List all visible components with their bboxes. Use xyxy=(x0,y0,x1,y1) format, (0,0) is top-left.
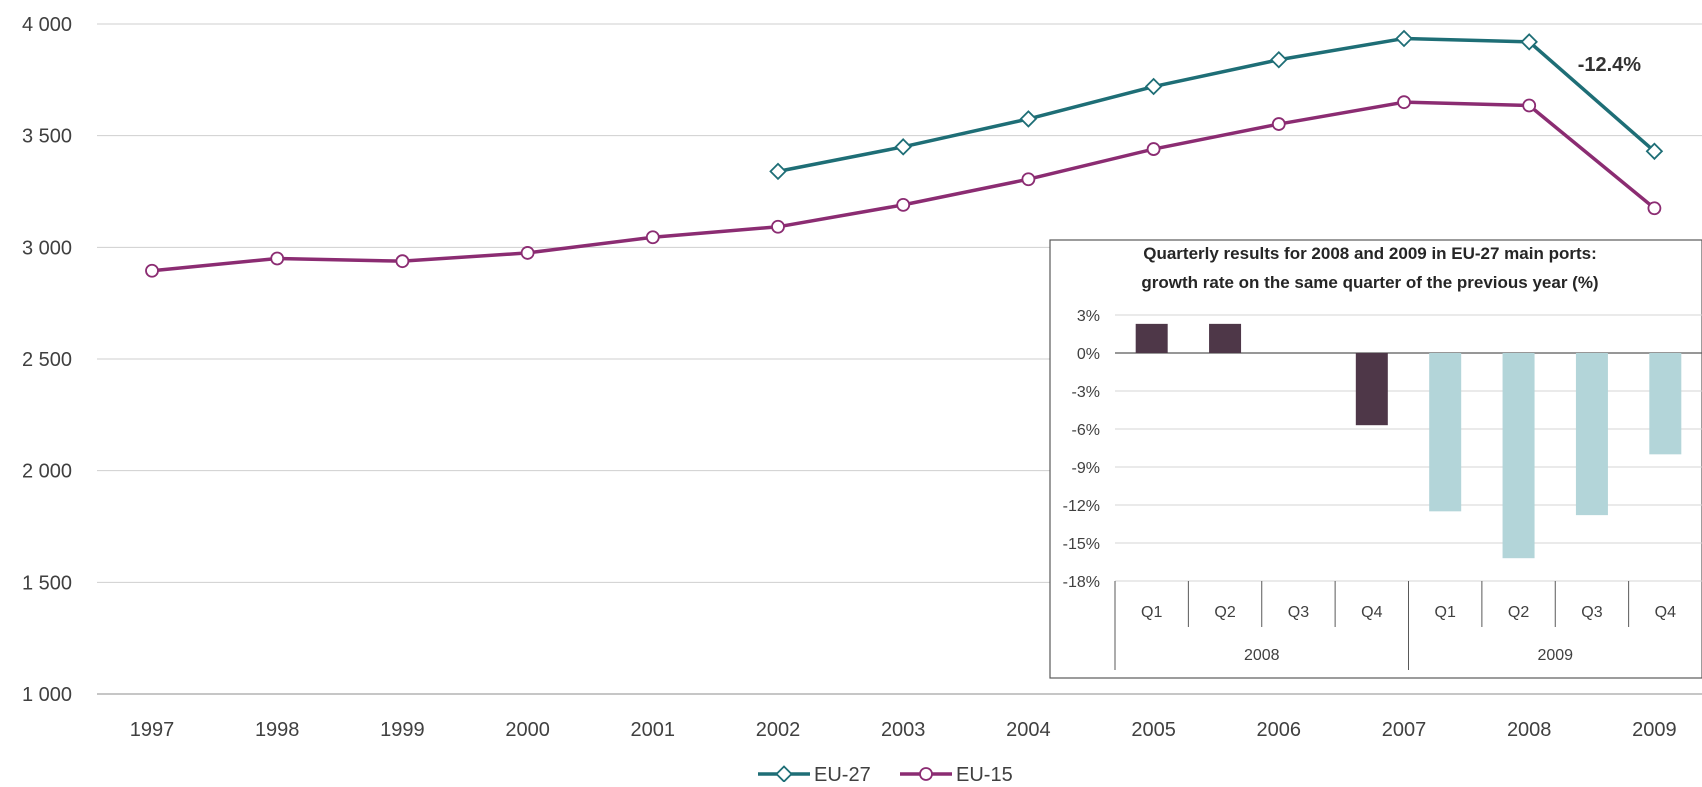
inset-title-line-2: growth rate on the same quarter of the p… xyxy=(1141,273,1598,292)
y-tick-label: 3 000 xyxy=(22,237,72,259)
data-point-eu-15 xyxy=(645,230,660,245)
inset-x-tick-label: Q4 xyxy=(1655,604,1676,621)
legend: EU-27 EU-15 xyxy=(758,764,1013,786)
legend-label-eu-27: EU-27 xyxy=(814,764,871,782)
inset-y-tick-label: -6% xyxy=(1072,422,1100,439)
inset-x-tick-label: Q3 xyxy=(1288,604,1309,621)
x-tick-label: 1999 xyxy=(380,719,425,741)
x-tick-label: 2000 xyxy=(505,719,550,741)
main-x-tick-labels: 1997 1998 1999 2000 2001 2002 2003 2004 2005 2006… xyxy=(130,719,1677,741)
data-point-eu-15 xyxy=(395,254,410,269)
legend-label-eu-15: EU-15 xyxy=(956,764,1013,782)
annotation-label: -12.4% xyxy=(1578,54,1642,76)
x-tick-label: 2007 xyxy=(1382,719,1427,741)
inset-x-tick-label: Q2 xyxy=(1508,604,1529,621)
inset-bar xyxy=(1135,323,1168,353)
data-point-eu-27 xyxy=(1645,142,1664,161)
y-tick-label: 3 500 xyxy=(22,126,72,148)
data-point-eu-15 xyxy=(896,197,911,212)
inset-x-tick-label: Q4 xyxy=(1361,604,1382,621)
data-point-eu-27 xyxy=(769,162,787,181)
inset-x-tick-label: Q3 xyxy=(1581,604,1602,621)
inset-y-tick-label: -9% xyxy=(1072,460,1100,477)
main-gridlines xyxy=(97,23,1702,695)
y-tick-label: 4 000 xyxy=(22,14,72,36)
x-tick-label: 2005 xyxy=(1131,719,1176,741)
x-tick-label: 2008 xyxy=(1507,719,1552,741)
inset-x-tick-label: Q1 xyxy=(1435,604,1456,621)
data-point-eu-27 xyxy=(894,138,912,156)
inset-y-tick-label: -18% xyxy=(1063,574,1100,591)
inset-group-label: 2009 xyxy=(1537,647,1573,664)
data-point-eu-15 xyxy=(1271,117,1286,131)
inset-x-tick-label: Q1 xyxy=(1141,604,1162,621)
data-point-eu-27 xyxy=(1520,33,1538,51)
inset-y-tick-label: -3% xyxy=(1072,384,1100,401)
data-point-eu-15 xyxy=(1146,142,1161,156)
data-point-eu-15 xyxy=(1647,201,1662,216)
data-point-eu-15 xyxy=(1397,95,1411,110)
x-tick-label: 2001 xyxy=(631,719,676,741)
data-point-eu-15 xyxy=(1522,98,1537,113)
data-point-eu-15 xyxy=(145,263,159,278)
inset-x-axis: Q1 Q2 Q3 Q4 Q1 Q2 Q3 Q4 2008 2009 xyxy=(1114,581,1676,670)
main-y-tick-labels: 1 000 1 500 2 000 2 500 3 000 3 500 4 000 xyxy=(22,14,72,706)
data-point-eu-27 xyxy=(1270,50,1288,69)
x-tick-label: 2006 xyxy=(1257,719,1302,741)
data-point-eu-27 xyxy=(1019,110,1038,128)
data-point-eu-15 xyxy=(520,246,535,260)
y-tick-label: 2 500 xyxy=(22,349,72,371)
x-tick-label: 2003 xyxy=(881,719,926,741)
data-point-eu-27 xyxy=(1395,29,1413,48)
inset-y-tick-label: 0% xyxy=(1077,346,1100,363)
x-tick-label: 2002 xyxy=(756,719,801,741)
inset-y-tick-label: 3% xyxy=(1077,308,1100,325)
inset-bar xyxy=(1209,323,1242,353)
data-point-eu-27 xyxy=(1144,77,1163,96)
inset-y-tick-label: -15% xyxy=(1063,536,1100,553)
data-point-eu-15 xyxy=(771,219,785,234)
inset-y-tick-labels: 3% 0% -3% -6% -9% -12% -15% -18% xyxy=(1063,308,1100,591)
inset-bar xyxy=(1649,353,1682,455)
inset-bar xyxy=(1355,353,1388,426)
inset-bars xyxy=(1135,323,1682,559)
x-tick-label: 1997 xyxy=(130,719,175,741)
x-tick-label: 1998 xyxy=(255,719,300,741)
x-tick-label: 2004 xyxy=(1006,719,1051,741)
inset-bar xyxy=(1502,353,1535,559)
inset-bar xyxy=(1575,353,1608,516)
main-series-layer xyxy=(145,29,1664,278)
x-tick-label: 2009 xyxy=(1632,719,1677,741)
data-point-eu-15 xyxy=(1021,172,1036,187)
inset-title-line-1: Quarterly results for 2008 and 2009 in E… xyxy=(1143,244,1597,263)
inset-y-tick-label: -12% xyxy=(1063,498,1100,515)
inset-group-label: 2008 xyxy=(1244,647,1280,664)
y-tick-label: 2 000 xyxy=(22,461,72,483)
y-tick-label: 1 000 xyxy=(22,684,72,706)
legend-marker-eu-15 xyxy=(919,767,933,781)
data-point-eu-15 xyxy=(270,251,285,266)
series-line-eu-27 xyxy=(777,36,1656,174)
inset-bar xyxy=(1429,353,1462,512)
y-tick-label: 1 500 xyxy=(22,572,72,594)
legend-marker-eu-27 xyxy=(775,765,793,783)
inset-chart: Quarterly results for 2008 and 2009 in E… xyxy=(1049,239,1702,679)
inset-x-tick-label: Q2 xyxy=(1214,604,1235,621)
